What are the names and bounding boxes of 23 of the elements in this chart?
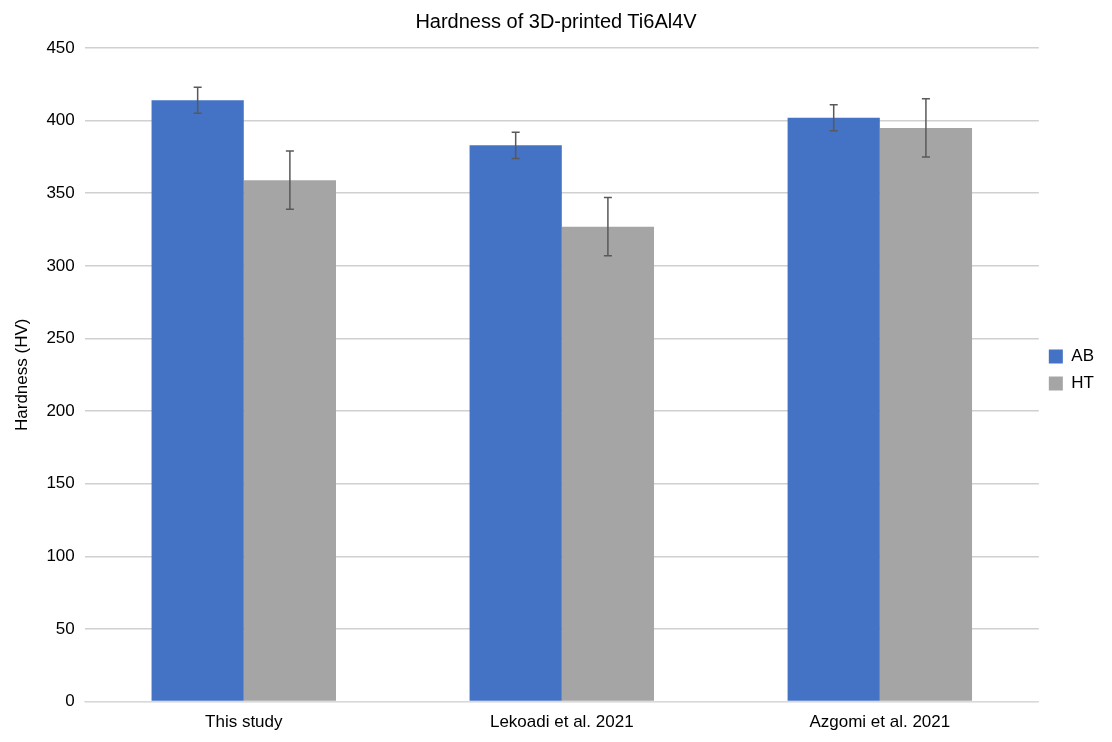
x-tick-label: Lekoadi et al. 2021 <box>489 712 634 732</box>
bar <box>787 117 880 701</box>
legend-label: HT <box>1071 373 1094 393</box>
y-tick-label: 350 <box>46 182 75 202</box>
y-tick-label: 250 <box>46 328 75 348</box>
y-tick-label: 150 <box>46 473 75 493</box>
legend-label: AB <box>1071 346 1095 366</box>
chart-title: Hardness of 3D-printed Ti6Al4V <box>415 9 698 32</box>
y-tick-label: 50 <box>55 618 75 638</box>
x-tick-label: This study <box>205 712 283 732</box>
y-tick-label: 450 <box>46 37 75 57</box>
bar <box>469 145 562 701</box>
x-tick-label: Azgomi et al. 2021 <box>809 712 951 732</box>
y-axis-title: Hardness (HV) <box>11 318 31 432</box>
bar <box>243 180 336 701</box>
y-tick-label: 200 <box>46 400 75 420</box>
y-tick-label: 100 <box>46 546 75 566</box>
y-tick-label: 400 <box>46 110 75 130</box>
bar <box>561 226 655 701</box>
bar <box>151 100 244 701</box>
y-tick-label: 300 <box>46 255 75 275</box>
y-tick-label: 0 <box>65 691 75 711</box>
bar <box>879 127 973 701</box>
